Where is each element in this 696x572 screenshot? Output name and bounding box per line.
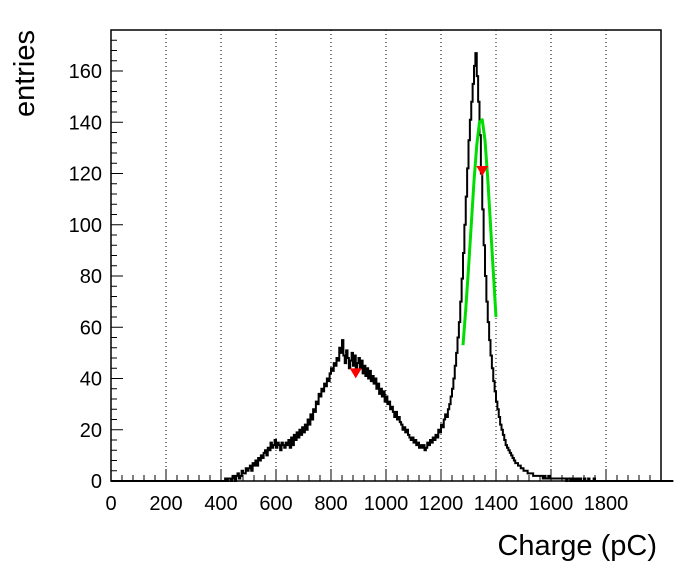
x-tick-label: 1600 <box>529 493 574 515</box>
y-tick-label: 40 <box>80 369 102 391</box>
x-tick-label: 600 <box>259 493 292 515</box>
x-tick-label: 1200 <box>419 493 464 515</box>
x-tick-label: 0 <box>105 493 116 515</box>
y-axis-ticks: 0 20 40 60 80 100 120 140 160 <box>69 29 123 493</box>
peak-marker <box>476 165 489 176</box>
plot-frame <box>110 29 662 482</box>
x-tick-label: 200 <box>149 493 182 515</box>
x-tick-label: 800 <box>314 493 347 515</box>
y-tick-label: 20 <box>80 420 102 442</box>
fit-line <box>461 118 498 346</box>
y-tick-label: 80 <box>80 266 102 288</box>
x-tick-label: 1800 <box>584 493 629 515</box>
peak-marker <box>349 368 362 379</box>
fit-curve <box>461 118 498 346</box>
x-axis-title: Charge (pC) <box>497 530 657 562</box>
y-axis-title: entries <box>9 30 41 117</box>
y-tick-label: 140 <box>69 112 102 134</box>
histogram-series <box>111 52 674 482</box>
plot-frame-rect <box>110 29 662 482</box>
y-tick-label: 60 <box>80 317 102 339</box>
x-tick-label: 1000 <box>364 493 409 515</box>
y-tick-label: 120 <box>69 164 102 186</box>
y-tick-label: 160 <box>69 61 102 83</box>
grid-lines <box>165 30 607 481</box>
x-tick-label: 400 <box>204 493 237 515</box>
peak-markers <box>349 165 489 379</box>
histogram-line <box>111 52 674 482</box>
x-tick-label: 1400 <box>474 493 519 515</box>
x-axis-ticks: 0 200 400 600 800 1000 1200 1400 1600 1800 <box>105 469 662 515</box>
y-tick-label: 0 <box>91 471 102 493</box>
y-tick-label: 100 <box>69 215 102 237</box>
